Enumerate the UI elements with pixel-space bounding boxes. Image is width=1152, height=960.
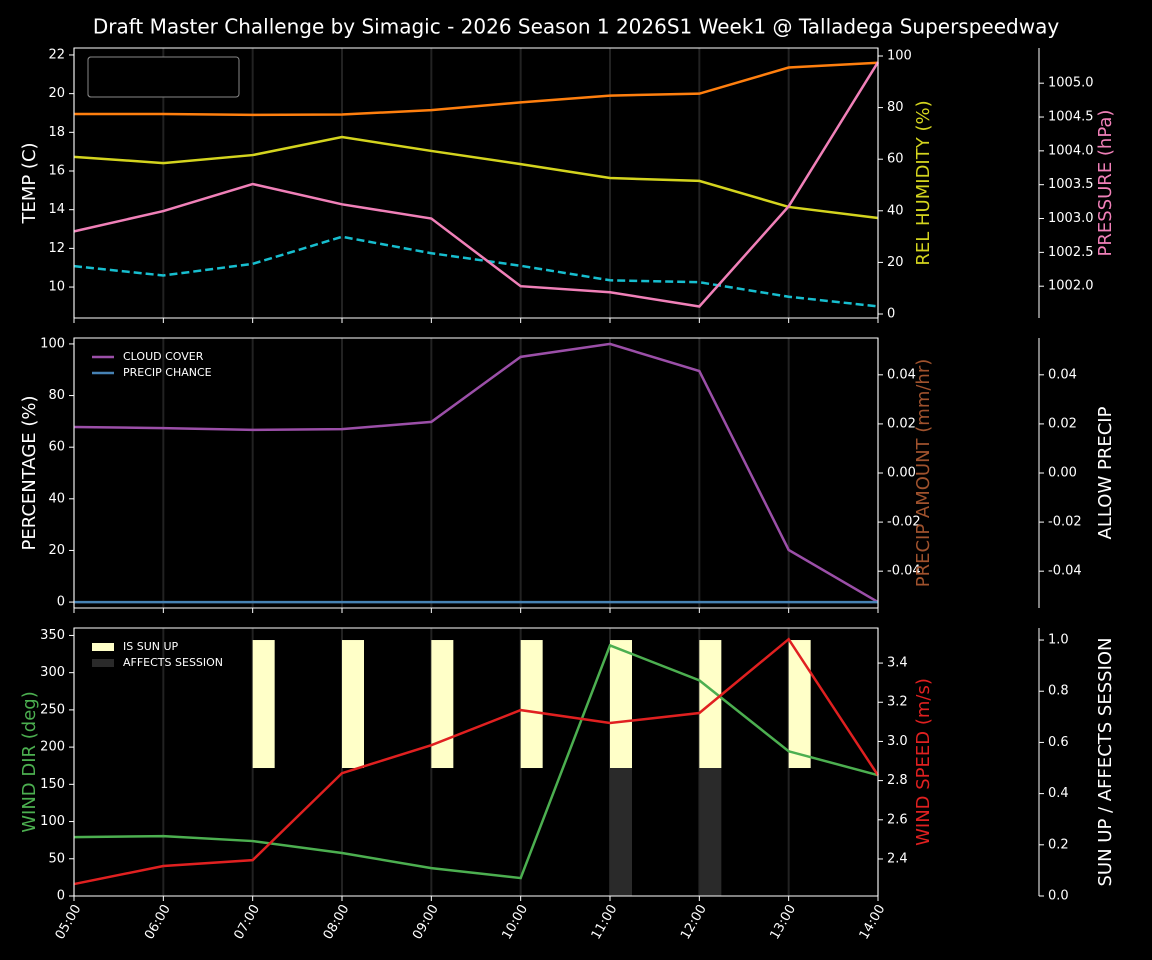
plot-frame [73,47,879,319]
y3-tick-label: 0.00 [1048,466,1077,481]
y-tick-label: 80 [48,388,65,403]
y-tick-label: 14 [48,202,65,217]
legend-label: CLOUD COVER [123,350,204,363]
y-tick-label: 300 [40,665,65,680]
series-line [73,643,879,880]
y-tick-label: 250 [40,702,65,717]
y3-tick-label: -0.02 [1048,515,1082,530]
y-axis-label: PERCENTAGE (%) [19,395,40,550]
series-line [73,637,880,886]
y2-tick-label: 20 [887,255,904,270]
y3-axis-label: SUN UP / AFFECTS SESSION [1095,637,1116,886]
y3-tick-label: 1004.0 [1048,143,1094,158]
y2-tick-label: 3.2 [887,695,908,710]
y-tick-label: 18 [48,125,65,140]
chart-title: Draft Master Challenge by Simagic - 2026… [93,15,1059,39]
y-tick-label: 200 [40,740,65,755]
series-line [73,342,879,604]
y-tick-label: 12 [48,241,65,256]
y3-tick-label: 1.0 [1048,633,1069,648]
y3-tick-label: 0.2 [1048,837,1069,852]
y2-tick-label: 2.6 [887,812,908,827]
y2-tick-label: -0.02 [887,515,921,530]
y3-tick-label: 0.04 [1048,367,1077,382]
y-tick-label: 150 [40,777,65,792]
y2-tick-label: 40 [887,203,904,218]
legend-label: IS SUN UP [123,640,179,653]
bar [252,640,275,769]
y3-tick-label: -0.04 [1048,564,1082,579]
y-tick-label: 50 [48,851,65,866]
y2-tick-label: 0.02 [887,416,916,431]
y3-tick-label: 0.4 [1048,786,1069,801]
y-tick-label: 100 [40,336,65,351]
legend-label: PRECIP CHANCE [123,366,212,379]
y-tick-label: 20 [48,86,65,101]
bar [610,640,632,769]
bar [788,640,811,769]
y-tick-label: 20 [48,543,65,558]
series-line [73,135,879,220]
y-tick-label: 0 [57,889,65,904]
plot-frame [73,627,879,897]
y2-tick-label: 3.4 [887,656,908,671]
series-line [73,61,880,308]
y-tick-label: 100 [40,814,65,829]
y2-tick-label: 80 [887,100,904,115]
bar [520,640,543,769]
y2-axis-label: WIND SPEED (m/s) [913,678,934,846]
y-axis-label: TEMP (C) [19,142,40,224]
y3-tick-label: 0.02 [1048,416,1077,431]
y3-tick-label: 0.8 [1048,684,1069,699]
y-tick-label: 22 [48,47,65,62]
bar [699,768,722,896]
y2-tick-label: 0.00 [887,466,916,481]
y2-tick-label: 60 [887,152,904,167]
y2-axis-label: PRECIP AMOUNT (mm/hr) [913,359,934,588]
y3-tick-label: 1004.5 [1048,110,1094,125]
y3-axis-label: ALLOW PRECIP [1095,406,1116,539]
y2-tick-label: 100 [887,48,912,63]
y-tick-label: 16 [48,164,65,179]
series-line [74,61,879,117]
y3-tick-label: 1002.5 [1048,245,1094,260]
y2-tick-label: 0.04 [887,367,916,382]
series-line [73,235,879,308]
y-tick-label: 0 [57,595,65,610]
y2-tick-label: 3.0 [887,734,908,749]
y2-tick-label: 2.8 [887,773,908,788]
y-tick-label: 350 [40,628,65,643]
y3-tick-label: 1002.0 [1048,279,1094,294]
y3-axis-label: PRESSURE (hPa) [1095,110,1116,257]
y3-tick-label: 0.6 [1048,735,1069,750]
y-tick-label: 60 [48,440,65,455]
legend-box [87,56,240,98]
plot-frame [73,337,879,609]
y2-tick-label: 2.4 [887,851,908,866]
y3-tick-label: 1003.0 [1048,211,1094,226]
y2-axis-label: REL HUMIDITY (%) [913,100,934,265]
legend-swatch [92,659,114,667]
bar [431,640,454,769]
y2-tick-label: -0.04 [887,564,921,579]
bar [610,768,632,896]
y3-tick-label: 1003.5 [1048,177,1094,192]
y-axis-label: WIND DIR (deg) [19,691,40,833]
legend-label: AFFECTS SESSION [123,656,223,669]
y2-tick-label: 0 [887,307,895,322]
bar [342,640,364,769]
y-tick-label: 40 [48,491,65,506]
legend-swatch [92,643,114,651]
y3-tick-label: 0.0 [1048,889,1069,904]
y-tick-label: 10 [48,280,65,295]
y3-tick-label: 1005.0 [1048,76,1094,91]
